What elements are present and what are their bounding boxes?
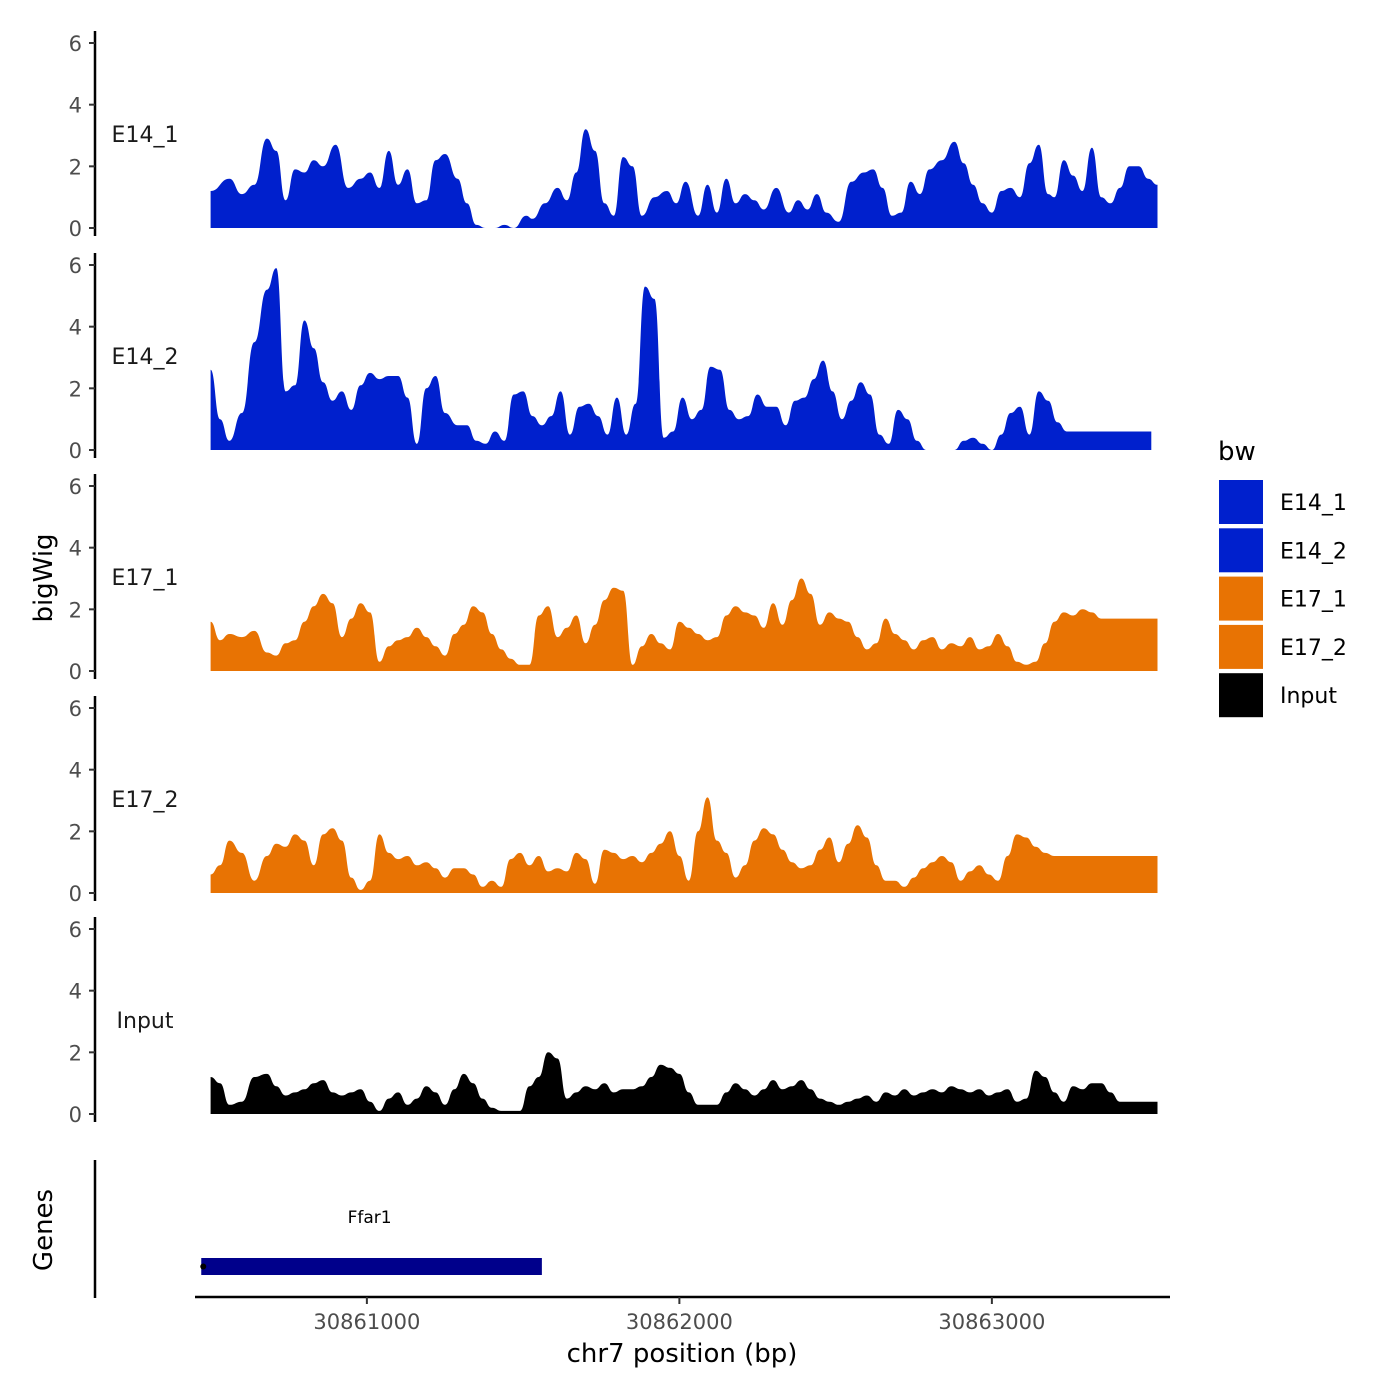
gene-marks: Ffar1: [200, 1208, 542, 1275]
gene-label: Ffar1: [348, 1208, 392, 1228]
y-tick-label: 2: [69, 598, 82, 622]
y-tick-label: 6: [69, 697, 82, 721]
track-e17_2: 0 2 4 6 E17_2: [69, 696, 1158, 906]
y-tick-label: 4: [69, 980, 82, 1004]
y-tick-label: 6: [69, 918, 82, 942]
legend-item-e17_2: E17_2: [1219, 624, 1347, 669]
legend-swatch: [1219, 576, 1263, 621]
legend-item-e14_2: E14_2: [1219, 528, 1347, 573]
y-tick-label: 0: [69, 217, 82, 241]
legend-label: E14_1: [1280, 491, 1347, 516]
track-input: 0 2 4 6 Input: [69, 917, 1158, 1127]
y-tick-label: 4: [69, 316, 82, 340]
legend-label: E17_1: [1280, 588, 1347, 613]
y-tick-label: 0: [69, 1103, 82, 1127]
x-tick-label: 30863000: [938, 1310, 1045, 1334]
track-label: E17_2: [112, 788, 179, 813]
x-ticks: 30861000 30862000 30863000: [313, 1297, 1045, 1334]
legend-label: E17_2: [1280, 636, 1347, 661]
gene-start-marker: [200, 1263, 207, 1270]
y-tick-label: 4: [69, 94, 82, 118]
track-label: E14_1: [112, 123, 179, 148]
legend-label: Input: [1280, 684, 1337, 709]
track-label: E17_1: [112, 566, 179, 591]
y-tick-label: 6: [69, 254, 82, 278]
legend-item-e14_1: E14_1: [1219, 480, 1347, 524]
track-label: E14_2: [112, 345, 179, 370]
y-tick-label: 2: [69, 155, 82, 179]
legend-swatch: [1219, 480, 1263, 524]
track-e17_1: 0 2 4 6 E17_1: [69, 474, 1158, 684]
y-tick-label: 0: [69, 660, 82, 684]
legend-label: E14_2: [1280, 539, 1347, 564]
x-tick-label: 30861000: [313, 1310, 420, 1334]
legend-swatch: [1219, 624, 1263, 669]
track-label: Input: [117, 1009, 174, 1034]
track-e14_2: 0 2 4 6 E14_2: [69, 253, 1152, 463]
y-tick-label: 0: [69, 882, 82, 906]
legend: bw E14_1 E14_2 E17_1 E17_2 Input: [1218, 437, 1347, 718]
y-tick-label: 4: [69, 537, 82, 561]
genes-panel: Genes Ffar1: [29, 1160, 542, 1298]
legend-items: E14_1 E14_2 E17_1 E17_2 Input: [1219, 480, 1347, 718]
y-tick-label: 2: [69, 1041, 82, 1065]
signal-area-e14_2: [210, 268, 1152, 450]
genes-panel-label: Genes: [29, 1189, 59, 1271]
x-tick-label: 30862000: [626, 1310, 733, 1334]
x-axis: 30861000 30862000 30863000 chr7 position (…: [195, 1295, 1170, 1369]
signal-area-e14_1: [210, 129, 1158, 228]
legend-item-e17_1: E17_1: [1219, 576, 1347, 621]
signal-area-input: [210, 1052, 1158, 1114]
y-tick-label: 6: [69, 475, 82, 499]
legend-swatch: [1219, 673, 1263, 718]
legend-item-input: Input: [1219, 673, 1337, 718]
gene-body-ffar1: [201, 1258, 542, 1275]
legend-title: bw: [1218, 437, 1256, 467]
track-e14_1: 0 2 4 6 E14_1: [69, 31, 1158, 241]
y-tick-label: 0: [69, 439, 82, 463]
y-tick-label: 4: [69, 759, 82, 783]
y-tick-label: 6: [69, 32, 82, 56]
y-tick-label: 2: [69, 377, 82, 401]
x-axis-title: chr7 position (bp): [567, 1339, 798, 1369]
y-tick-label: 2: [69, 820, 82, 844]
signal-area-e17_2: [210, 797, 1158, 893]
y-axis-title: bigWig: [29, 533, 59, 622]
legend-swatch: [1219, 528, 1263, 573]
signal-tracks: 0 2 4 6 E14_1 0 2 4 6 E14_2 0 2 4 6 E17_1 0 2 4 6 E17_2 0 2 4 6…: [69, 31, 1158, 1127]
signal-area-e17_1: [210, 578, 1158, 671]
